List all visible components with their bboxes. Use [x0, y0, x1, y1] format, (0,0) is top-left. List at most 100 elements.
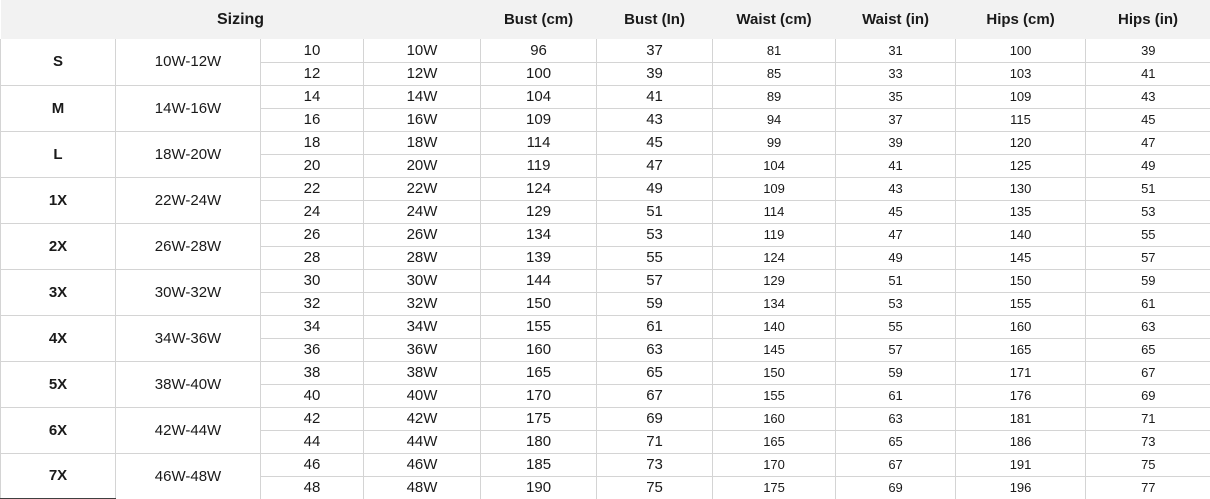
waist-cm-cell: 165 — [712, 430, 836, 454]
bust-cm-cell: 175 — [480, 407, 597, 431]
hips-in-cell: 51 — [1085, 177, 1210, 201]
hips-cm-cell: 196 — [955, 476, 1086, 499]
size-range-cell: 18W-20W — [115, 131, 261, 178]
numeric-size-cell: 28 — [260, 246, 364, 270]
bust-cm-cell: 139 — [480, 246, 597, 270]
w-size-cell: 30W — [362, 269, 481, 293]
waist-cm-cell: 89 — [712, 85, 836, 109]
bust-cm-cell: 109 — [480, 108, 597, 132]
bust-in-cell: 71 — [596, 430, 713, 454]
waist-cm-cell: 140 — [712, 315, 836, 339]
table-row: 28 28W 139 55 124 49 145 57 — [1, 246, 1210, 270]
size-label-cell: 1X — [0, 177, 116, 224]
table-row: 12 12W 100 39 85 33 103 41 — [1, 62, 1210, 86]
bust-cm-cell: 155 — [480, 315, 597, 339]
waist-in-cell: 39 — [835, 131, 956, 155]
numeric-size-cell: 20 — [260, 154, 364, 178]
hips-in-cell: 67 — [1085, 361, 1210, 385]
table-row: 2X 26W-28W 26 26W 134 53 119 47 140 55 — [0, 223, 1210, 270]
size-range-cell: 26W-28W — [115, 223, 261, 270]
waist-cm-cell: 81 — [712, 39, 836, 63]
waist-in-cell: 51 — [835, 269, 956, 293]
waist-in-cell: 67 — [835, 453, 956, 477]
waist-in-cell: 59 — [835, 361, 956, 385]
hips-in-cell: 47 — [1085, 131, 1210, 155]
table-row: M 14W-16W 14 14W 104 41 89 35 109 43 — [0, 85, 1210, 132]
size-range-cell: 14W-16W — [115, 85, 261, 132]
hips-cm-cell: 120 — [955, 131, 1086, 155]
hips-cm-cell: 150 — [955, 269, 1086, 293]
hips-in-cell: 57 — [1085, 246, 1210, 270]
numeric-size-cell: 12 — [260, 62, 364, 86]
bust-cm-cell: 144 — [480, 269, 597, 293]
numeric-size-cell: 26 — [260, 223, 364, 247]
w-size-cell: 28W — [362, 246, 481, 270]
hips-cm-cell: 130 — [955, 177, 1086, 201]
table-row: S 10W-12W 10 10W 96 37 81 31 100 39 — [0, 39, 1210, 86]
w-size-cell: 18W — [362, 131, 481, 155]
w-size-cell: 38W — [362, 361, 481, 385]
bust-in-cell: 69 — [596, 407, 713, 431]
hips-in-cell: 55 — [1085, 223, 1210, 247]
column-header-waist-cm: Waist (cm) — [712, 0, 836, 39]
bust-in-cell: 57 — [596, 269, 713, 293]
table-row: 4X 34W-36W 34 34W 155 61 140 55 160 63 — [0, 315, 1210, 362]
table-row: 16 16W 109 43 94 37 115 45 — [1, 108, 1210, 132]
hips-cm-cell: 100 — [955, 39, 1086, 63]
size-range-cell: 42W-44W — [115, 407, 261, 454]
size-label-cell: L — [0, 131, 116, 178]
waist-in-cell: 65 — [835, 430, 956, 454]
numeric-size-cell: 42 — [260, 407, 364, 431]
table-body: S 10W-12W 10 10W 96 37 81 31 100 39 12 1… — [0, 39, 1210, 499]
waist-in-cell: 69 — [835, 476, 956, 499]
numeric-size-cell: 46 — [260, 453, 364, 477]
size-label-cell: 3X — [0, 269, 116, 316]
hips-cm-cell: 125 — [955, 154, 1086, 178]
column-header-bust-cm: Bust (cm) — [480, 0, 597, 39]
size-range-cell: 46W-48W — [115, 453, 261, 499]
w-size-cell: 32W — [362, 292, 481, 316]
size-label-cell: S — [0, 39, 116, 86]
table-row: 40 40W 170 67 155 61 176 69 — [1, 384, 1210, 408]
hips-in-cell: 45 — [1085, 108, 1210, 132]
numeric-size-cell: 30 — [260, 269, 364, 293]
bust-in-cell: 53 — [596, 223, 713, 247]
bust-cm-cell: 129 — [480, 200, 597, 224]
hips-in-cell: 69 — [1085, 384, 1210, 408]
waist-cm-cell: 124 — [712, 246, 836, 270]
hips-in-cell: 63 — [1085, 315, 1210, 339]
numeric-size-cell: 36 — [260, 338, 364, 362]
waist-cm-cell: 104 — [712, 154, 836, 178]
bust-cm-cell: 170 — [480, 384, 597, 408]
table-row: 7X 46W-48W 46 46W 185 73 170 67 191 75 — [0, 453, 1210, 499]
waist-in-cell: 49 — [835, 246, 956, 270]
waist-in-cell: 41 — [835, 154, 956, 178]
waist-in-cell: 55 — [835, 315, 956, 339]
column-header-hips-cm: Hips (cm) — [955, 0, 1086, 39]
hips-cm-cell: 103 — [955, 62, 1086, 86]
hips-cm-cell: 191 — [955, 453, 1086, 477]
bust-in-cell: 73 — [596, 453, 713, 477]
waist-in-cell: 35 — [835, 85, 956, 109]
size-range-cell: 22W-24W — [115, 177, 261, 224]
table-row: 5X 38W-40W 38 38W 165 65 150 59 171 67 — [0, 361, 1210, 408]
waist-cm-cell: 129 — [712, 269, 836, 293]
waist-cm-cell: 145 — [712, 338, 836, 362]
numeric-size-cell: 22 — [260, 177, 364, 201]
bust-in-cell: 65 — [596, 361, 713, 385]
size-range-cell: 10W-12W — [115, 39, 261, 86]
bust-cm-cell: 165 — [480, 361, 597, 385]
bust-cm-cell: 104 — [480, 85, 597, 109]
bust-in-cell: 63 — [596, 338, 713, 362]
waist-cm-cell: 134 — [712, 292, 836, 316]
numeric-size-cell: 34 — [260, 315, 364, 339]
bust-cm-cell: 124 — [480, 177, 597, 201]
numeric-size-cell: 48 — [260, 476, 364, 499]
waist-in-cell: 43 — [835, 177, 956, 201]
table-row: 24 24W 129 51 114 45 135 53 — [1, 200, 1210, 224]
w-size-cell: 48W — [362, 476, 481, 499]
numeric-size-cell: 18 — [260, 131, 364, 155]
hips-cm-cell: 135 — [955, 200, 1086, 224]
waist-in-cell: 37 — [835, 108, 956, 132]
hips-in-cell: 73 — [1085, 430, 1210, 454]
